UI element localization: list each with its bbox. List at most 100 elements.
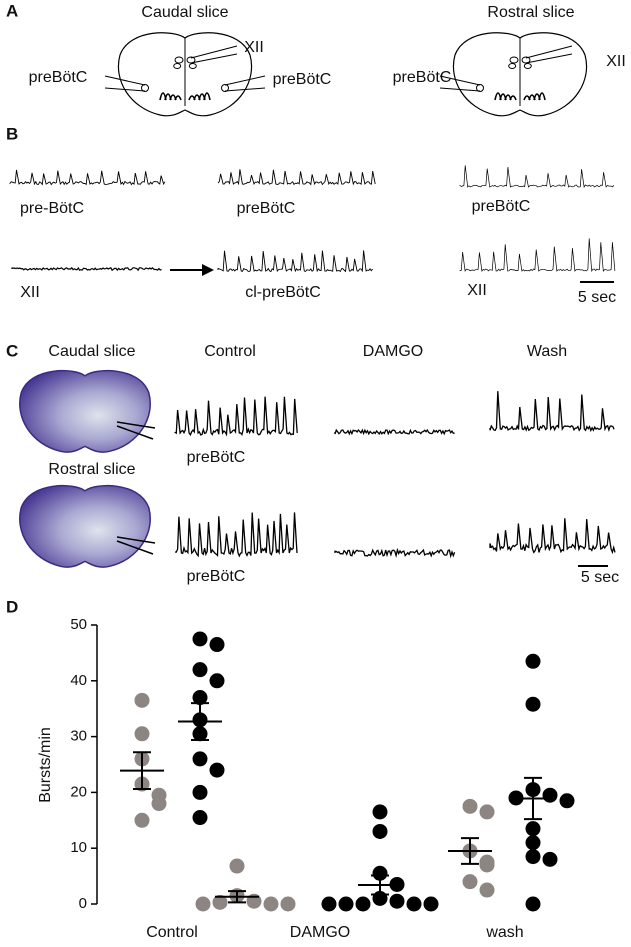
data-point bbox=[525, 849, 541, 865]
xii-nucleus bbox=[188, 63, 197, 69]
data-point bbox=[192, 631, 208, 647]
y-tick-label: 30 bbox=[70, 728, 87, 745]
drawing-layer: 0 10 20 30 40 50 Control DAMGO wash bbox=[9, 32, 616, 941]
electrode bbox=[116, 536, 156, 544]
electrode bbox=[104, 87, 146, 92]
data-point bbox=[192, 751, 208, 767]
data-point bbox=[462, 798, 478, 814]
data-point bbox=[192, 690, 208, 706]
electrode bbox=[116, 425, 154, 440]
data-point bbox=[559, 793, 575, 809]
trace-label: XII bbox=[467, 282, 487, 299]
trace-label: preBötC bbox=[187, 568, 246, 585]
nucleus-label: XII bbox=[606, 53, 626, 70]
trace bbox=[489, 391, 615, 433]
data-point bbox=[462, 874, 478, 890]
electrode bbox=[190, 45, 238, 59]
electrode bbox=[439, 87, 481, 92]
data-point bbox=[192, 810, 208, 826]
data-point bbox=[195, 896, 211, 912]
electrode bbox=[116, 540, 154, 555]
data-point bbox=[479, 882, 495, 898]
data-point bbox=[423, 896, 439, 912]
electrode bbox=[190, 53, 238, 64]
nucleus-label: preBötC bbox=[273, 71, 332, 88]
trace bbox=[9, 169, 166, 186]
olive bbox=[159, 92, 167, 101]
electrode bbox=[104, 75, 146, 86]
data-point bbox=[212, 894, 228, 910]
stained-slice bbox=[19, 484, 151, 568]
data-point bbox=[209, 762, 225, 778]
data-point bbox=[229, 858, 245, 874]
trace bbox=[174, 396, 298, 437]
data-point bbox=[479, 804, 495, 820]
trace bbox=[334, 547, 456, 559]
trace bbox=[174, 512, 298, 558]
slice-title: Caudal slice bbox=[48, 343, 135, 360]
slice-outline bbox=[452, 32, 588, 117]
data-point bbox=[525, 835, 541, 851]
trace-label: cl-preBötC bbox=[245, 284, 321, 301]
stained-slice bbox=[19, 369, 151, 453]
trace bbox=[217, 250, 373, 273]
data-point bbox=[338, 896, 354, 912]
xii-nucleus bbox=[523, 63, 532, 69]
condition-label: Control bbox=[204, 343, 256, 360]
xii-nucleus bbox=[174, 56, 184, 64]
data-point bbox=[525, 821, 541, 837]
y-axis-label: Bursts/min bbox=[37, 727, 54, 803]
trace bbox=[459, 165, 615, 188]
trace bbox=[217, 169, 376, 186]
data-point bbox=[525, 696, 541, 712]
electrode bbox=[439, 75, 481, 86]
arrow-head bbox=[202, 264, 214, 276]
data-point bbox=[389, 893, 405, 909]
trace-label: preBötC bbox=[237, 200, 296, 217]
trace bbox=[334, 428, 455, 436]
data-point bbox=[134, 726, 150, 742]
condition-label: Wash bbox=[527, 343, 567, 360]
slice-title: Caudal slice bbox=[141, 4, 228, 21]
slice-title: Rostral slice bbox=[48, 461, 135, 478]
data-point bbox=[355, 896, 371, 912]
data-point bbox=[280, 896, 296, 912]
data-point bbox=[406, 896, 422, 912]
xii-nucleus bbox=[508, 63, 517, 69]
y-tick-label: 10 bbox=[70, 839, 87, 856]
electrode bbox=[116, 421, 156, 429]
trace-label: preBötC bbox=[187, 449, 246, 466]
trace-label: XII bbox=[20, 284, 40, 301]
nucleus-label: XII bbox=[244, 39, 264, 56]
trace-label: pre-BötC bbox=[20, 200, 84, 217]
condition-label: DAMGO bbox=[363, 343, 423, 360]
data-point bbox=[209, 637, 225, 653]
scale-label: 5 sec bbox=[581, 569, 619, 586]
trace bbox=[489, 518, 616, 555]
scale-label: 5 sec bbox=[578, 289, 616, 306]
electrode bbox=[224, 87, 266, 92]
electrode bbox=[224, 75, 266, 86]
olive bbox=[203, 92, 211, 101]
panel-letter: C bbox=[6, 341, 18, 360]
y-tick-label: 0 bbox=[79, 895, 87, 912]
data-point bbox=[372, 865, 388, 881]
data-point bbox=[372, 823, 388, 839]
electrode bbox=[525, 45, 573, 59]
data-point bbox=[525, 896, 541, 912]
x-tick-label: Control bbox=[146, 924, 198, 941]
data-point bbox=[134, 812, 150, 828]
data-point bbox=[263, 896, 279, 912]
data-point bbox=[134, 692, 150, 708]
panel-letter: A bbox=[6, 1, 18, 20]
nucleus-label: preBötC bbox=[393, 69, 452, 86]
electrode bbox=[525, 53, 573, 64]
data-point bbox=[542, 851, 558, 867]
data-point bbox=[192, 662, 208, 678]
y-tick-label: 40 bbox=[70, 672, 87, 689]
data-point bbox=[192, 784, 208, 800]
xii-nucleus bbox=[509, 56, 519, 64]
data-point bbox=[542, 787, 558, 803]
trace-label: preBötC bbox=[472, 198, 531, 215]
slice-outline bbox=[117, 32, 253, 117]
